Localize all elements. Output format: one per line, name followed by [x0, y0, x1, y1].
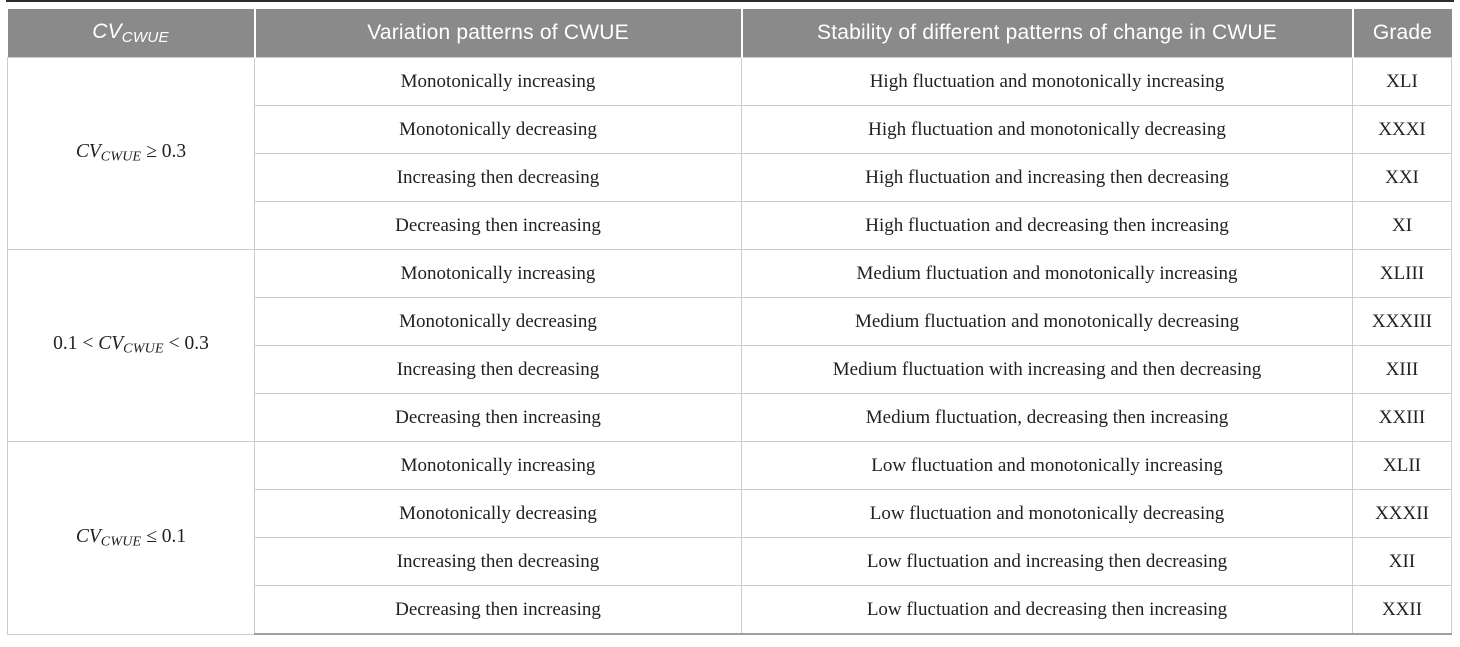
pattern-cell: Increasing then decreasing — [254, 345, 742, 394]
grade-cell: XI — [1352, 201, 1452, 250]
table-row: 0.1 < CVCWUE < 0.3 Monotonically increas… — [7, 249, 1452, 442]
cv-subscript: CWUE — [100, 533, 142, 549]
stability-cell: Medium fluctuation and monotonically inc… — [741, 249, 1353, 298]
condition-suffix: < 0.3 — [163, 333, 209, 355]
condition-suffix: ≤ 0.1 — [141, 525, 187, 547]
group-condition-medium: 0.1 < CVCWUE < 0.3 — [7, 249, 255, 442]
cv-subscript: CWUE — [100, 148, 142, 165]
pattern-cell: Monotonically increasing — [254, 441, 742, 490]
stability-cell: Low fluctuation and monotonically decrea… — [741, 489, 1353, 538]
column-header-variation: Variation patterns of CWUE — [253, 9, 742, 58]
table-container: CVCWUE Variation patterns of CWUE Stabil… — [7, 9, 1452, 635]
condition-prefix: 0.1 < — [53, 333, 99, 355]
stability-cell: Low fluctuation and monotonically increa… — [741, 441, 1353, 490]
cwue-grading-table: CVCWUE Variation patterns of CWUE Stabil… — [7, 9, 1452, 635]
grade-cell: XXIII — [1352, 393, 1452, 442]
condition-suffix: ≥ 0.3 — [141, 141, 187, 163]
stability-cell: High fluctuation and increasing then dec… — [741, 153, 1353, 202]
column-header-cv: CVCWUE — [7, 9, 255, 58]
table-row: Decreasing then increasing High fluctuat… — [8, 201, 1452, 250]
grade-cell: XXII — [1352, 585, 1452, 635]
grade-cell: XIII — [1352, 345, 1452, 394]
stability-cell: High fluctuation and monotonically incre… — [741, 57, 1353, 106]
pattern-cell: Monotonically increasing — [254, 57, 742, 106]
grade-cell: XXXI — [1352, 105, 1452, 154]
stability-cell: Medium fluctuation and monotonically dec… — [741, 297, 1353, 346]
table-row: Increasing then decreasing High fluctuat… — [8, 153, 1452, 202]
pattern-cell: Monotonically decreasing — [254, 489, 742, 538]
stability-cell: Low fluctuation and decreasing then incr… — [741, 585, 1353, 635]
cv-subscript: CWUE — [121, 28, 169, 46]
header-row: CVCWUE Variation patterns of CWUE Stabil… — [7, 9, 1452, 58]
table-row: CVCWUE ≤ 0.1 Monotonically increasing Lo… — [7, 441, 1452, 635]
group-condition-low: CVCWUE ≤ 0.1 — [7, 441, 255, 635]
cv-variable: CV — [75, 141, 101, 163]
pattern-cell: Increasing then decreasing — [254, 153, 742, 202]
cv-subscript: CWUE — [123, 340, 164, 357]
pattern-cell: Increasing then decreasing — [254, 537, 742, 586]
column-header-grade: Grade — [1351, 9, 1452, 58]
stability-cell: Medium fluctuation with increasing and t… — [741, 345, 1353, 394]
table-row: Increasing then decreasing Medium fluctu… — [8, 345, 1452, 394]
grade-cell: XII — [1352, 537, 1452, 586]
grade-cell: XLI — [1352, 57, 1452, 106]
table-row: CVCWUE ≥ 0.3 Monotonically increasing Hi… — [7, 57, 1452, 250]
grade-cell: XXXIII — [1352, 297, 1452, 346]
pattern-cell: Monotonically decreasing — [254, 105, 742, 154]
top-rule-divider — [6, 0, 1454, 2]
grade-cell: XLIII — [1352, 249, 1452, 298]
table-row: Monotonically decreasing Low fluctuation… — [8, 489, 1452, 538]
grade-cell: XXI — [1352, 153, 1452, 202]
stability-cell: High fluctuation and monotonically decre… — [741, 105, 1353, 154]
stability-cell: High fluctuation and decreasing then inc… — [741, 201, 1353, 250]
table-row: Monotonically decreasing High fluctuatio… — [8, 105, 1452, 154]
table-header: CVCWUE Variation patterns of CWUE Stabil… — [7, 9, 1452, 58]
stability-cell: Medium fluctuation, decreasing then incr… — [741, 393, 1353, 442]
pattern-cell: Monotonically increasing — [254, 249, 742, 298]
pattern-cell: Decreasing then increasing — [254, 393, 742, 442]
pattern-cell: Decreasing then increasing — [254, 585, 742, 635]
cv-variable: CV — [75, 525, 101, 547]
grade-cell: XXXII — [1352, 489, 1452, 538]
table-row: Monotonically decreasing Medium fluctuat… — [8, 297, 1452, 346]
table-row: Increasing then decreasing Low fluctuati… — [8, 537, 1452, 586]
column-header-stability: Stability of different patterns of chang… — [740, 9, 1353, 58]
cv-variable: CV — [92, 20, 122, 44]
pattern-cell: Monotonically decreasing — [254, 297, 742, 346]
stability-cell: Low fluctuation and increasing then decr… — [741, 537, 1353, 586]
pattern-cell: Decreasing then increasing — [254, 201, 742, 250]
table-row: Decreasing then increasing Low fluctuati… — [8, 585, 1452, 635]
cv-variable: CV — [98, 333, 124, 355]
table-body: CVCWUE ≥ 0.3 Monotonically increasing Hi… — [7, 57, 1452, 635]
group-condition-high: CVCWUE ≥ 0.3 — [7, 57, 255, 250]
grade-cell: XLII — [1352, 441, 1452, 490]
